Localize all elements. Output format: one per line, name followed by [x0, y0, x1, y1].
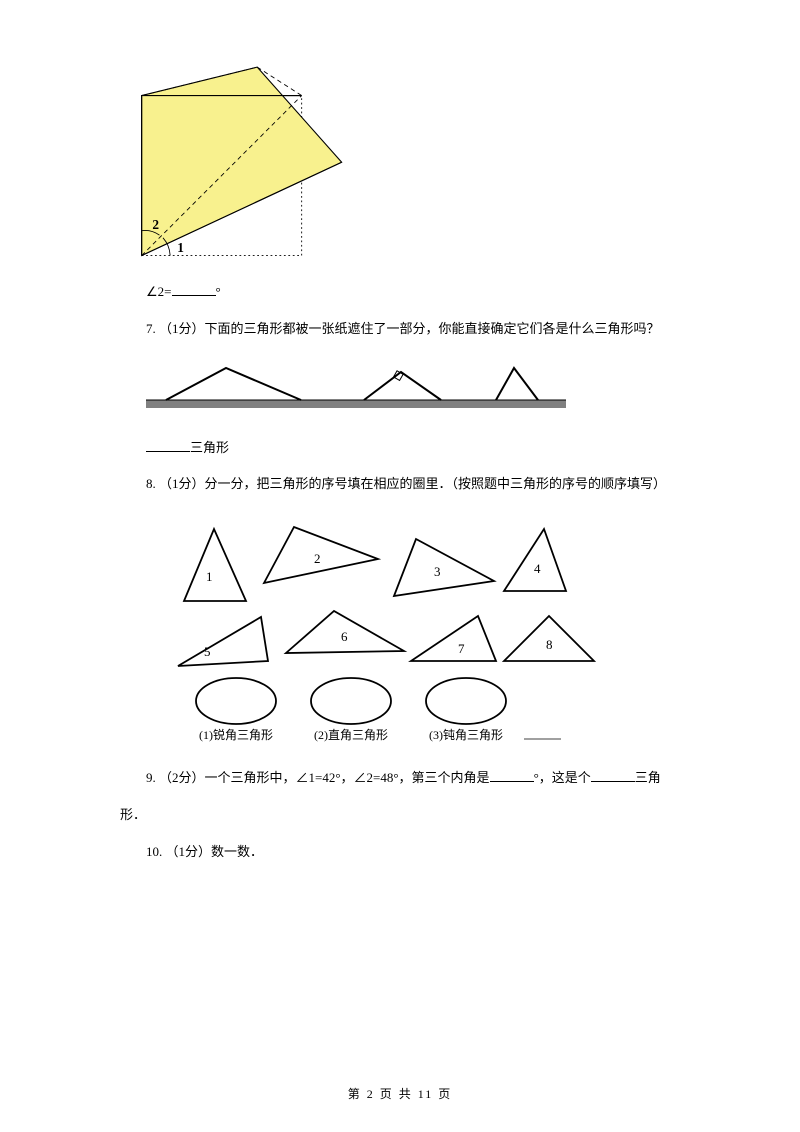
q9-suffix: 三角: [635, 770, 661, 785]
q6-blank[interactable]: [172, 282, 216, 296]
angle-label-2: 2: [152, 217, 159, 232]
q9-line: 9. （2分）一个三角形中，∠1=42°，∠2=48°，第三个内角是 °，这是个 三…: [120, 768, 700, 789]
tri-5-label: 5: [204, 644, 211, 659]
q7-answer-suffix: 三角形: [190, 440, 229, 455]
q8-svg: 1 2 3 4 5 6 7 8 (1)锐角三角形 (2)直角三角形 (3)钝角三…: [146, 511, 596, 746]
tri-2-label: 2: [314, 551, 321, 566]
q9-mid: °，这是个: [534, 770, 591, 785]
angle-label-1: 1: [177, 240, 184, 255]
tri-5: [178, 617, 268, 666]
q6-figure: 1 2: [120, 60, 700, 264]
tri-2: [264, 527, 378, 583]
oval-2-label: (2)直角三角形: [314, 728, 388, 742]
tri-4: [504, 529, 566, 591]
oval-2: [311, 678, 391, 724]
q8-diagram: 1 2 3 4 5 6 7 8 (1)锐角三角形 (2)直角三角形 (3)钝角三…: [146, 511, 700, 750]
q9-blank-1[interactable]: [490, 768, 534, 782]
oval-3: [426, 678, 506, 724]
q9-prefix: 9. （2分）一个三角形中，∠1=42°，∠2=48°，第三个内角是: [146, 770, 490, 785]
page-footer: 第 2 页 共 11 页: [0, 1085, 800, 1102]
tri-3: [394, 539, 494, 596]
tri-1: [184, 529, 246, 601]
q9-cont: 形．: [120, 805, 700, 826]
q8-text: 8. （1分）分一分，把三角形的序号填在相应的圈里．（按照题中三角形的序号的顺序…: [120, 474, 700, 495]
tri-7: [411, 616, 496, 661]
q6-prefix: ∠2=: [146, 284, 172, 299]
oval-1-label: (1)锐角三角形: [199, 728, 273, 742]
tri-8-label: 8: [546, 637, 553, 652]
tri-6-label: 6: [341, 629, 348, 644]
tri-4-label: 4: [534, 561, 541, 576]
q9-blank-2[interactable]: [591, 768, 635, 782]
oval-3-label: (3)钝角三角形: [429, 728, 503, 742]
tri-1-label: 1: [206, 569, 213, 584]
oval-1: [196, 678, 276, 724]
tri-7-label: 7: [458, 641, 465, 656]
q6-answer-line: ∠2= °: [120, 282, 700, 303]
q7-text: 7. （1分）下面的三角形都被一张纸遮住了一部分，你能直接确定它们各是什么三角形…: [120, 319, 700, 340]
q10-text: 10. （1分）数一数．: [120, 842, 700, 863]
q7-strip: [146, 356, 700, 420]
q7-strip-svg: [146, 356, 566, 416]
strip-tri-3: [496, 368, 538, 400]
q7-answer-line: 三角形: [120, 438, 700, 459]
folded-square-svg: 1 2: [120, 60, 350, 260]
paper-bar: [146, 400, 566, 408]
tri-3-label: 3: [434, 564, 441, 579]
strip-tri-1: [166, 368, 301, 400]
q7-blank[interactable]: [146, 438, 190, 452]
q6-suffix: °: [216, 284, 221, 299]
